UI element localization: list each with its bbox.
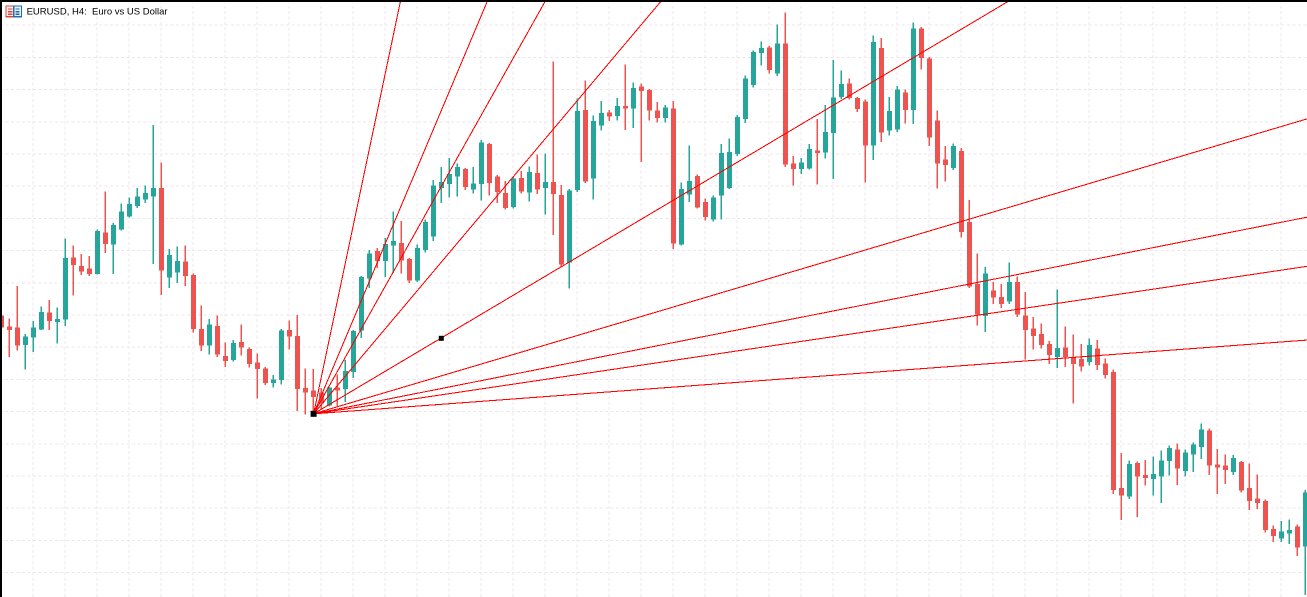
svg-text:EURUSD, H4: Euro vs US Dollar: EURUSD, H4: Euro vs US Dollar (27, 7, 168, 18)
